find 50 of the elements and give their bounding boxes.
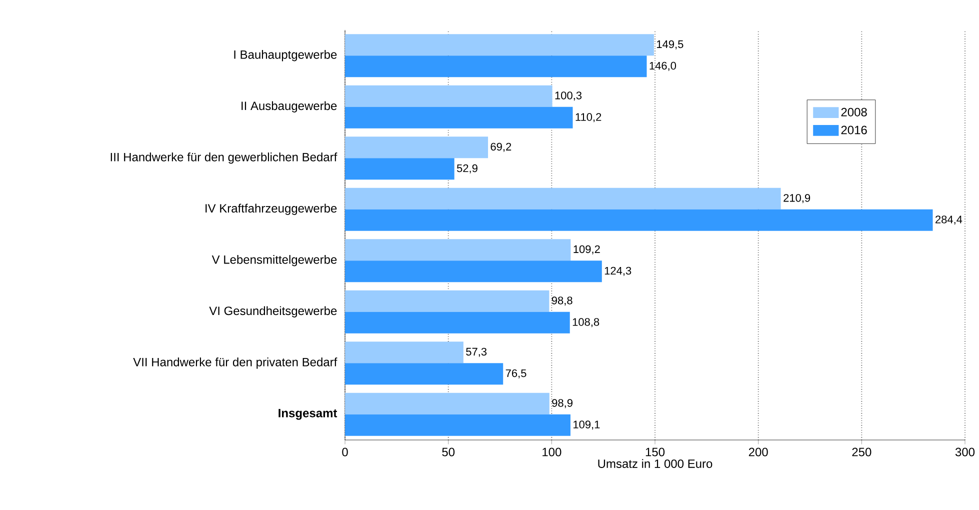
x-tick-label: 250 [852, 448, 872, 456]
y-tick-label: VI Gesundheitsgewerbe [209, 306, 337, 318]
data-label: 100,3 [555, 92, 582, 101]
y-tick-label: IV Kraftfahrzeuggewerbe [206, 204, 337, 215]
x-tick-label: 150 [646, 448, 665, 456]
data-label: 284,4 [936, 216, 962, 225]
y-tick-label: Insgesamt [278, 408, 338, 420]
bar [345, 312, 570, 334]
y-tick-label: II Ausbaugewerbe [242, 101, 337, 112]
x-tick-label: 100 [542, 448, 562, 456]
bar [345, 209, 933, 231]
legend-label: 2016 [841, 126, 867, 134]
data-label: 109,2 [574, 245, 600, 254]
bar [345, 136, 488, 158]
legend-label: 2008 [841, 108, 867, 116]
y-tick-label: III Handwerke für den gewerblichen Bedarf [110, 152, 338, 164]
bar [345, 34, 654, 56]
data-label: 124,3 [604, 266, 632, 276]
bar [345, 56, 647, 78]
x-tick-label: 50 [442, 448, 455, 456]
data-label: 149,5 [657, 40, 684, 50]
data-label: 57,3 [466, 348, 487, 357]
y-tick-label: I Bauhauptgewerbe [234, 50, 337, 62]
bar [345, 158, 454, 180]
data-label: 98,8 [552, 296, 572, 306]
data-label: 146,0 [650, 62, 676, 71]
bar [345, 260, 602, 282]
bar [345, 188, 781, 210]
bar [345, 392, 550, 414]
x-tick-label: 0 [342, 448, 348, 456]
x-axis-title: Umsatz in 1 000 Euro [598, 459, 712, 468]
data-label: 110,2 [576, 113, 602, 122]
x-tick-label: 200 [748, 448, 768, 456]
bar [345, 414, 570, 436]
y-tick-label: V Lebensmittelgewerbe [212, 255, 337, 266]
bar [345, 85, 552, 107]
data-label: 210,9 [784, 194, 810, 204]
bar [345, 106, 573, 128]
x-tick-label: 300 [955, 448, 975, 456]
data-label: 108,8 [572, 318, 600, 328]
bar [345, 290, 550, 312]
data-label: 76,5 [506, 369, 526, 378]
bar [345, 239, 571, 261]
bar [345, 342, 464, 364]
bar [345, 363, 504, 385]
data-label: 98,9 [552, 399, 572, 408]
data-label: 109,1 [574, 420, 600, 430]
data-label: 69,2 [490, 142, 512, 152]
y-tick-label: VII Handwerke für den privaten Bedarf [133, 358, 338, 369]
data-label: 52,9 [456, 164, 478, 174]
